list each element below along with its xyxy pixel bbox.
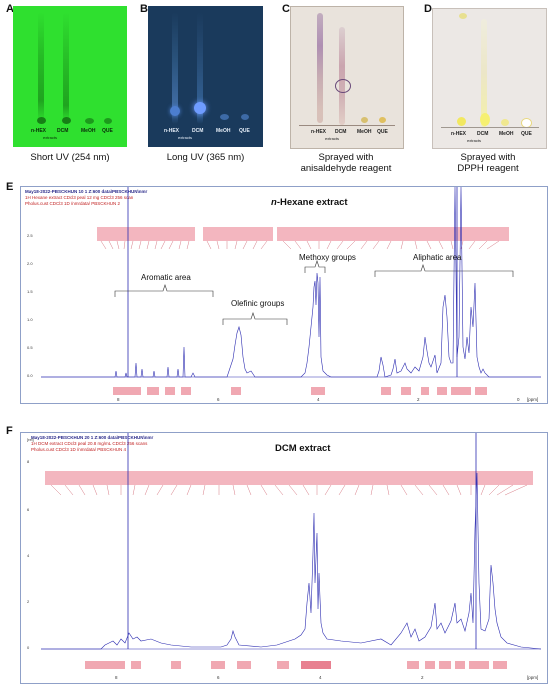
spectrum-header-line3: Pholus.cust CDCl3 1D /nmrdata/ PBSCKHUN …: [31, 447, 127, 452]
lane-label-meoh: MeOH: [81, 128, 96, 134]
panel-letter-b: B: [140, 3, 148, 15]
panel-letter-c: C: [282, 3, 290, 15]
y-tick: 6: [27, 507, 30, 512]
x-tick: 8: [117, 397, 120, 402]
lane-label-dcm: DCM: [192, 128, 204, 134]
annotation-aliphatic: Aliphatic area: [413, 253, 462, 262]
title-italic-prefix: n: [271, 197, 277, 208]
y-tick: 1.5: [27, 289, 33, 294]
x-tick: 6: [217, 675, 220, 680]
lane-label-que: QUE: [377, 129, 388, 135]
y-unit: [rel]: [27, 437, 34, 442]
x-unit: [ppm]: [527, 397, 539, 402]
y-tick: 2.5: [27, 233, 33, 238]
lane-group-label: extracts: [178, 135, 193, 140]
lane-label-meoh: MeOH: [499, 131, 514, 137]
lane-label-meoh: MeOH: [216, 128, 231, 134]
lane-label-nhex: n-HEX: [164, 128, 179, 134]
tlc-plate-anisaldehyde: n-HEX DCM MeOH QUE extracts: [290, 6, 404, 149]
x-unit: [ppm]: [527, 675, 539, 680]
spectrum-header-line3: Pholus.cust CDCl3 1D /nmrdata/ PBSCKHUN …: [25, 201, 121, 206]
nmr-spectrum-hexane: May18-2022-PBSCKHUN 10 1 Z:600 data\PBSC…: [20, 186, 548, 404]
lane-label-dcm: DCM: [57, 128, 69, 134]
caption-c: Sprayed with anisaldehyde reagent: [282, 152, 410, 174]
lane-label-que: QUE: [521, 131, 532, 137]
lane-label-dcm: DCM: [335, 129, 347, 135]
y-tick: 2: [27, 599, 30, 604]
lane-label-dcm: DCM: [477, 131, 489, 137]
x-tick: 8: [115, 675, 118, 680]
peak-label-band: [203, 227, 273, 241]
lane-group-label: extracts: [467, 138, 482, 143]
annotation-aromatic: Aromatic area: [141, 273, 191, 282]
y-tick: 8: [27, 459, 30, 464]
title-rest: -Hexane extract: [276, 197, 348, 208]
y-tick: 0: [27, 645, 30, 650]
x-tick: 2: [421, 675, 424, 680]
lane-group-label: extracts: [325, 136, 340, 141]
x-tick: 4: [319, 675, 322, 680]
x-tick: 2: [417, 397, 420, 402]
nmr-spectrum-dcm: May18-2022-PBSCKHUN 20 1 Z:600 data\PBSC…: [20, 432, 548, 684]
spectrum-header-line2: 1H DCM extract CDcl3 peal 20.8 mg/mL CDC…: [31, 441, 148, 446]
caption-c-line2: anisaldehyde reagent: [300, 163, 392, 174]
panel-letter-f: F: [6, 425, 13, 437]
x-tick: 0: [517, 397, 520, 402]
tlc-plate-short-uv: n-HEX DCM MeOH QUE extracts: [13, 6, 127, 147]
y-tick: 0.0: [27, 373, 33, 378]
caption-d-line1: Sprayed with: [460, 152, 516, 163]
spectrum-plot: [41, 433, 542, 650]
lane-label-que: QUE: [102, 128, 113, 134]
tlc-plate-long-uv: n-HEX DCM MeOH QUE extracts: [148, 6, 263, 147]
lane-label-que: QUE: [239, 128, 250, 134]
x-tick: 4: [317, 397, 320, 402]
x-tick: 6: [217, 397, 220, 402]
peak-label-band: [45, 471, 533, 485]
spectrum-header-line1: May18-2022-PBSCKHUN 20 1 Z:600 data\PBSC…: [31, 435, 154, 440]
caption-c-line1: Sprayed with: [318, 152, 374, 163]
spectrum-title: n-Hexane extract: [271, 197, 348, 208]
spectrum-header-line1: May18-2022-PBSCKHUN 10 1 Z:600 data\PBSC…: [25, 189, 148, 194]
panel-letter-d: D: [424, 3, 432, 15]
peak-label-band: [97, 227, 195, 241]
caption-b: Long UV (365 nm): [166, 152, 245, 163]
y-tick: 2.0: [27, 261, 33, 266]
lane-label-nhex: n-HEX: [31, 128, 46, 134]
lane-label-nhex: n-HEX: [451, 131, 466, 137]
panel-letter-a: A: [6, 3, 14, 15]
spectrum-header-line2: 1H Hexane extract CDcl3 peal 12 mg CDCl3…: [25, 195, 134, 200]
spectrum-plot: [41, 187, 541, 378]
lane-label-meoh: MeOH: [357, 129, 372, 135]
caption-d-line2: DPPH reagent: [457, 163, 519, 174]
peak-label-band: [277, 227, 509, 241]
lane-label-nhex: n-HEX: [311, 129, 326, 135]
panel-letter-e: E: [6, 181, 14, 193]
spectrum-title: DCM extract: [275, 443, 331, 454]
y-tick: 0.5: [27, 345, 33, 350]
caption-d: Sprayed with DPPH reagent: [424, 152, 550, 174]
annotation-methoxy: Methoxy groups: [299, 253, 356, 262]
caption-a: Short UV (254 nm): [30, 152, 110, 163]
tlc-plate-dpph: n-HEX DCM MeOH QUE extracts: [432, 8, 547, 149]
y-tick: 1.0: [27, 317, 33, 322]
annotation-olefinic: Olefinic groups: [231, 299, 285, 308]
lane-group-label: extracts: [43, 135, 58, 140]
y-tick: 4: [27, 553, 30, 558]
